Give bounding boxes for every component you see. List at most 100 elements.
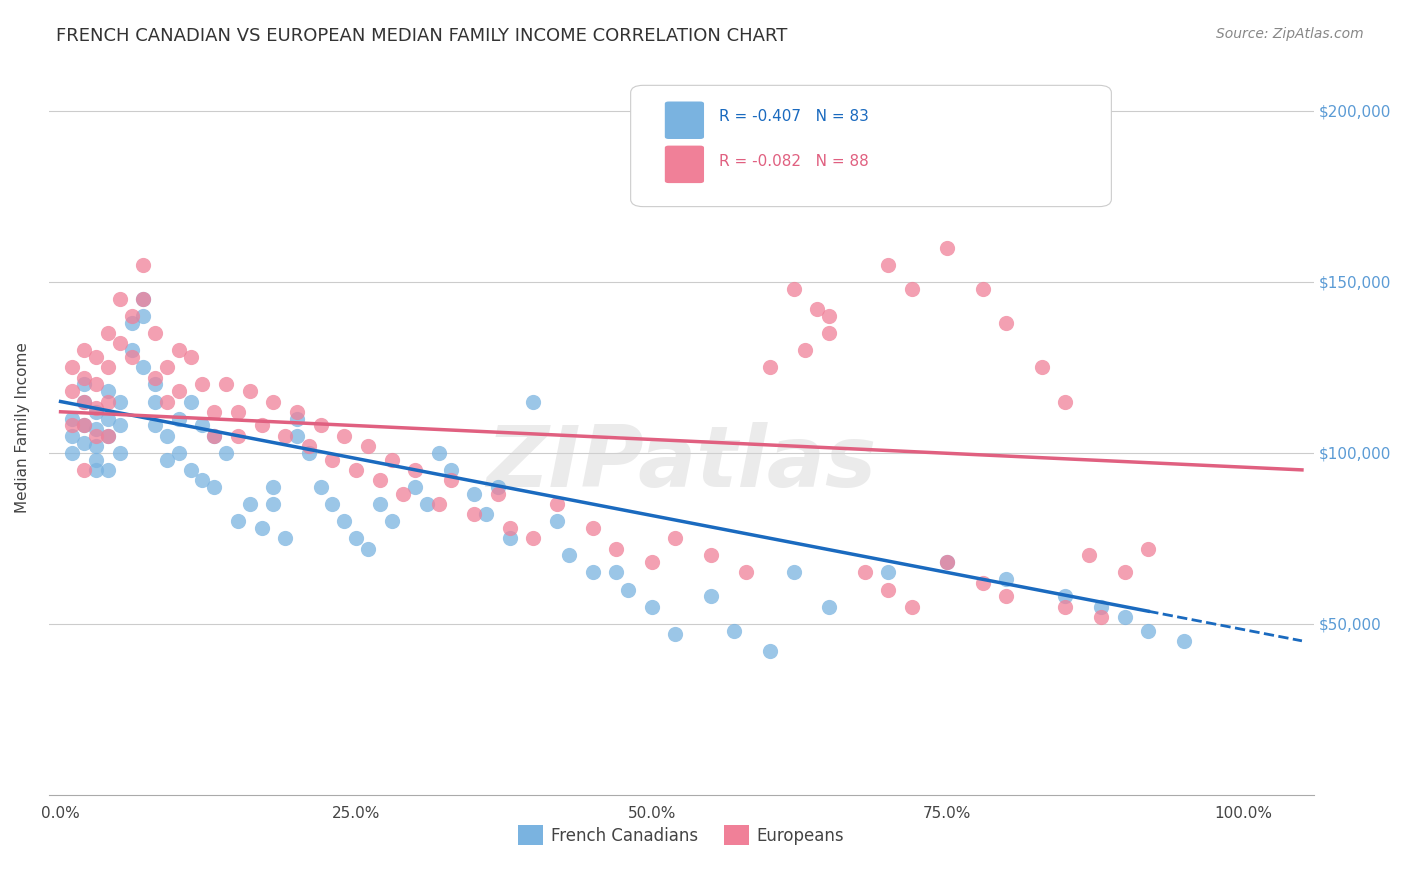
Y-axis label: Median Family Income: Median Family Income <box>15 342 30 513</box>
Point <box>262 394 284 409</box>
Point <box>73 343 96 358</box>
Point <box>60 428 83 442</box>
Point <box>250 521 273 535</box>
Point <box>97 326 120 340</box>
Point <box>877 566 900 580</box>
Point <box>558 549 581 563</box>
Point <box>759 644 782 658</box>
Point <box>486 487 509 501</box>
Point <box>84 401 107 416</box>
Point <box>1114 610 1136 624</box>
Point <box>285 428 308 442</box>
Point <box>404 463 426 477</box>
Point <box>995 590 1018 604</box>
Point <box>84 463 107 477</box>
FancyBboxPatch shape <box>665 145 704 183</box>
Text: ZIPatlas: ZIPatlas <box>486 423 876 506</box>
Point <box>641 599 664 614</box>
Point <box>427 497 450 511</box>
Point <box>180 394 202 409</box>
Point <box>344 463 367 477</box>
Point <box>522 531 544 545</box>
Legend: French Canadians, Europeans: French Canadians, Europeans <box>517 825 845 846</box>
Point <box>381 452 404 467</box>
Point <box>298 446 321 460</box>
Point <box>180 350 202 364</box>
Point <box>73 370 96 384</box>
Point <box>108 292 131 306</box>
Point <box>368 473 391 487</box>
Point <box>936 555 959 569</box>
Point <box>239 384 262 399</box>
Point <box>853 120 876 135</box>
Point <box>427 446 450 460</box>
Point <box>121 309 143 323</box>
Text: FRENCH CANADIAN VS EUROPEAN MEDIAN FAMILY INCOME CORRELATION CHART: FRENCH CANADIAN VS EUROPEAN MEDIAN FAMIL… <box>56 27 787 45</box>
Point <box>499 521 522 535</box>
FancyBboxPatch shape <box>665 102 704 139</box>
Point <box>368 497 391 511</box>
Point <box>818 326 841 340</box>
Point <box>167 411 190 425</box>
Point <box>818 309 841 323</box>
Point <box>84 377 107 392</box>
Point <box>97 463 120 477</box>
Point <box>191 377 214 392</box>
Point <box>392 487 415 501</box>
Point <box>581 521 603 535</box>
Point <box>1054 590 1077 604</box>
Point <box>759 360 782 375</box>
Point <box>191 418 214 433</box>
Point <box>60 360 83 375</box>
Point <box>60 411 83 425</box>
Point <box>97 394 120 409</box>
Point <box>202 480 225 494</box>
Point <box>274 428 297 442</box>
Point <box>73 418 96 433</box>
Point <box>84 428 107 442</box>
Point <box>97 384 120 399</box>
Point <box>794 343 817 358</box>
Point <box>972 282 994 296</box>
FancyBboxPatch shape <box>631 86 1111 207</box>
Point <box>1173 633 1195 648</box>
Point <box>404 480 426 494</box>
Point <box>132 309 155 323</box>
Point <box>995 316 1018 330</box>
Point <box>143 418 166 433</box>
Point <box>262 480 284 494</box>
Point <box>1137 541 1160 556</box>
Point <box>226 514 249 528</box>
Point <box>97 411 120 425</box>
Point <box>1090 610 1112 624</box>
Point <box>108 418 131 433</box>
Point <box>239 497 262 511</box>
Point <box>617 582 640 597</box>
Point <box>972 575 994 590</box>
Point <box>321 452 343 467</box>
Point <box>73 463 96 477</box>
Point <box>180 463 202 477</box>
Point <box>381 514 404 528</box>
Point <box>321 497 343 511</box>
Point <box>475 508 498 522</box>
Point <box>440 473 463 487</box>
Point <box>84 452 107 467</box>
Point <box>357 541 380 556</box>
Point <box>60 446 83 460</box>
Point <box>664 627 686 641</box>
Point <box>132 258 155 272</box>
Point <box>782 282 804 296</box>
Point <box>73 418 96 433</box>
Point <box>723 624 745 638</box>
Point <box>84 405 107 419</box>
Point <box>298 439 321 453</box>
Point <box>936 241 959 255</box>
Point <box>700 590 723 604</box>
Point <box>84 350 107 364</box>
Point <box>143 394 166 409</box>
Point <box>167 384 190 399</box>
Point <box>121 343 143 358</box>
Point <box>121 350 143 364</box>
Point <box>73 394 96 409</box>
